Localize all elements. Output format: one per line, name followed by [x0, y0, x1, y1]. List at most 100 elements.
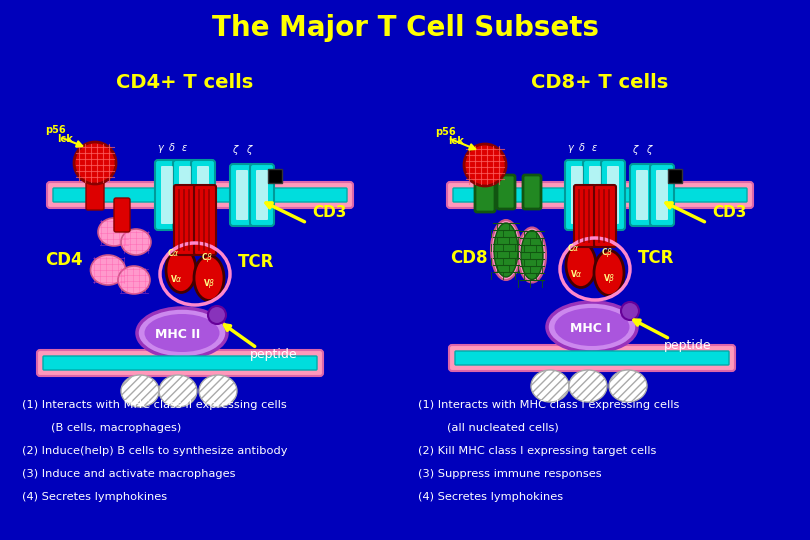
- Ellipse shape: [609, 370, 647, 402]
- Text: lck: lck: [448, 136, 464, 146]
- Ellipse shape: [166, 247, 196, 293]
- Ellipse shape: [199, 375, 237, 407]
- FancyBboxPatch shape: [607, 166, 619, 224]
- FancyBboxPatch shape: [650, 164, 674, 226]
- Text: CD8+ T cells: CD8+ T cells: [531, 72, 668, 91]
- Text: p56: p56: [435, 127, 455, 137]
- Text: (all nucleated cells): (all nucleated cells): [418, 423, 559, 433]
- FancyBboxPatch shape: [250, 164, 274, 226]
- Text: (4) Secretes lymphokines: (4) Secretes lymphokines: [22, 492, 167, 502]
- Text: C$\alpha$: C$\alpha$: [567, 242, 579, 253]
- Ellipse shape: [194, 255, 224, 300]
- FancyBboxPatch shape: [256, 170, 268, 220]
- Text: CD8: CD8: [450, 249, 488, 267]
- Text: CD4+ T cells: CD4+ T cells: [117, 72, 254, 91]
- Text: $\gamma$  $\delta$  $\varepsilon$: $\gamma$ $\delta$ $\varepsilon$: [567, 141, 598, 155]
- FancyBboxPatch shape: [565, 160, 589, 230]
- FancyBboxPatch shape: [47, 182, 353, 208]
- Text: $\gamma$  $\delta$  $\varepsilon$: $\gamma$ $\delta$ $\varepsilon$: [157, 141, 188, 155]
- FancyBboxPatch shape: [230, 164, 254, 226]
- FancyBboxPatch shape: [497, 175, 515, 209]
- Ellipse shape: [118, 266, 150, 294]
- FancyBboxPatch shape: [197, 166, 209, 224]
- FancyBboxPatch shape: [594, 185, 616, 247]
- Text: V$\beta$: V$\beta$: [203, 277, 215, 290]
- FancyBboxPatch shape: [161, 166, 173, 224]
- Text: V$\alpha$: V$\alpha$: [570, 268, 583, 279]
- FancyBboxPatch shape: [453, 188, 747, 202]
- FancyBboxPatch shape: [43, 356, 317, 370]
- FancyBboxPatch shape: [583, 160, 607, 230]
- Text: (3) Induce and activate macrophages: (3) Induce and activate macrophages: [22, 469, 236, 479]
- FancyBboxPatch shape: [449, 345, 735, 371]
- Ellipse shape: [594, 251, 624, 295]
- Text: C$\alpha$: C$\alpha$: [167, 247, 180, 258]
- Ellipse shape: [98, 218, 130, 246]
- Text: $\zeta$   $\zeta$: $\zeta$ $\zeta$: [232, 143, 254, 157]
- FancyBboxPatch shape: [114, 198, 130, 232]
- Text: TCR: TCR: [638, 249, 675, 267]
- Text: CD3: CD3: [712, 205, 746, 220]
- Text: C$\beta$: C$\beta$: [601, 246, 613, 259]
- FancyBboxPatch shape: [523, 175, 541, 209]
- FancyBboxPatch shape: [589, 166, 601, 224]
- FancyBboxPatch shape: [630, 164, 654, 226]
- Ellipse shape: [491, 220, 521, 280]
- Ellipse shape: [518, 227, 546, 282]
- FancyBboxPatch shape: [574, 185, 596, 247]
- Ellipse shape: [121, 375, 159, 407]
- Ellipse shape: [137, 308, 227, 358]
- Ellipse shape: [621, 302, 639, 320]
- FancyBboxPatch shape: [447, 182, 753, 208]
- Ellipse shape: [144, 314, 220, 352]
- Text: peptide: peptide: [250, 348, 297, 361]
- FancyBboxPatch shape: [455, 351, 729, 365]
- Text: (2) Kill MHC class I expressing target cells: (2) Kill MHC class I expressing target c…: [418, 446, 656, 456]
- Ellipse shape: [494, 223, 518, 277]
- FancyBboxPatch shape: [174, 185, 196, 255]
- Text: (1) Interacts with MHC class II expressing cells: (1) Interacts with MHC class II expressi…: [22, 400, 287, 410]
- Ellipse shape: [121, 229, 151, 255]
- Text: lck: lck: [57, 134, 73, 144]
- Ellipse shape: [74, 142, 116, 184]
- FancyBboxPatch shape: [268, 169, 282, 183]
- FancyBboxPatch shape: [571, 166, 583, 224]
- Text: (1) Interacts with MHC class I expressing cells: (1) Interacts with MHC class I expressin…: [418, 400, 680, 410]
- Text: MHC I: MHC I: [570, 322, 611, 335]
- Text: CD3: CD3: [312, 205, 347, 220]
- Ellipse shape: [464, 144, 506, 186]
- Ellipse shape: [566, 242, 596, 287]
- FancyBboxPatch shape: [194, 185, 216, 255]
- Text: $\zeta$   $\zeta$: $\zeta$ $\zeta$: [632, 143, 654, 157]
- Text: (2) Induce(help) B cells to synthesize antibody: (2) Induce(help) B cells to synthesize a…: [22, 446, 288, 456]
- Text: peptide: peptide: [664, 339, 712, 352]
- Text: p56: p56: [45, 125, 66, 135]
- FancyBboxPatch shape: [155, 160, 179, 230]
- FancyBboxPatch shape: [179, 166, 191, 224]
- Text: The Major T Cell Subsets: The Major T Cell Subsets: [211, 14, 599, 42]
- Ellipse shape: [521, 231, 543, 280]
- Text: TCR: TCR: [238, 253, 275, 271]
- Ellipse shape: [208, 306, 226, 324]
- Ellipse shape: [555, 308, 629, 346]
- Ellipse shape: [547, 302, 637, 352]
- FancyBboxPatch shape: [37, 350, 323, 376]
- Text: (B cells, macrophages): (B cells, macrophages): [22, 423, 181, 433]
- Text: CD4: CD4: [45, 251, 83, 269]
- Text: V$\alpha$: V$\alpha$: [170, 273, 183, 284]
- FancyBboxPatch shape: [656, 170, 668, 220]
- FancyBboxPatch shape: [86, 176, 104, 210]
- FancyBboxPatch shape: [636, 170, 648, 220]
- Text: (4) Secretes lymphokines: (4) Secretes lymphokines: [418, 492, 563, 502]
- Text: (3) Suppress immune responses: (3) Suppress immune responses: [418, 469, 602, 479]
- Text: V$\beta$: V$\beta$: [603, 272, 616, 285]
- Ellipse shape: [569, 370, 607, 402]
- FancyBboxPatch shape: [173, 160, 197, 230]
- Text: MHC II: MHC II: [155, 328, 200, 341]
- FancyBboxPatch shape: [475, 178, 495, 212]
- FancyBboxPatch shape: [601, 160, 625, 230]
- Ellipse shape: [159, 375, 197, 407]
- Text: C$\beta$: C$\beta$: [201, 251, 213, 264]
- FancyBboxPatch shape: [191, 160, 215, 230]
- FancyBboxPatch shape: [236, 170, 248, 220]
